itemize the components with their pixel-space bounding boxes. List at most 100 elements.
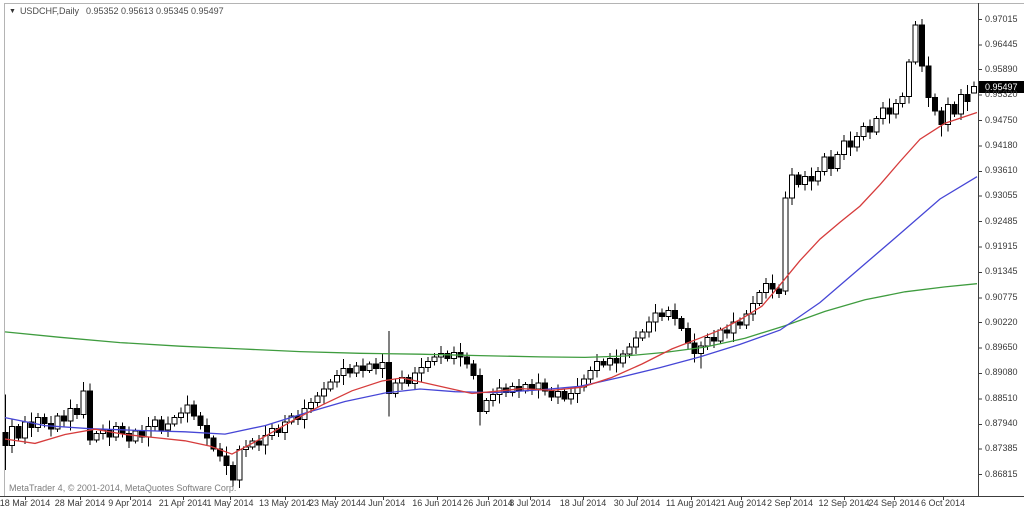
candle-body <box>652 312 659 323</box>
candle-body <box>210 437 217 450</box>
time-axis-label: 4 Jun 2014 <box>360 498 406 508</box>
candle-body <box>80 390 87 415</box>
price-axis-label: 0.91345 <box>985 266 1018 277</box>
time-axis-label: 2 Sep 2014 <box>766 498 814 508</box>
candle-body <box>321 388 327 397</box>
candle-body <box>795 174 802 186</box>
time-axis-label: 6 Oct 2014 <box>920 498 966 508</box>
candle-body <box>28 421 35 428</box>
candle-body <box>821 156 828 172</box>
candle-body <box>386 361 392 394</box>
time-axis-label: 12 Sep 2014 <box>818 498 870 508</box>
price-axis-label: 0.94750 <box>985 114 1018 125</box>
candle-body <box>600 360 607 366</box>
candle-body <box>834 153 841 170</box>
candle-body <box>587 369 594 380</box>
price-axis-label: 0.93610 <box>985 165 1018 176</box>
candle-body <box>912 24 919 63</box>
time-axis-label: 9 Apr 2014 <box>108 498 152 508</box>
candle-body <box>938 110 945 125</box>
candle-body <box>35 417 41 428</box>
candle-body <box>594 360 600 371</box>
candle-body <box>74 408 80 415</box>
time-axis-label: 18 Jul 2014 <box>559 498 607 508</box>
candle-body <box>113 425 119 438</box>
candle-body <box>529 384 535 390</box>
candle-body <box>373 363 379 370</box>
ma-line-MA-mid-blue <box>4 176 978 435</box>
candle-body <box>412 372 418 385</box>
current-price-tag: 0.95497 <box>979 80 1024 93</box>
chart-collapse-icon[interactable]: ▼ <box>9 8 16 15</box>
candle-body <box>444 352 451 360</box>
candle-body <box>236 449 243 481</box>
candle-body <box>87 390 93 441</box>
candle-body <box>171 417 178 425</box>
candle-body <box>334 375 340 383</box>
candle-body <box>873 118 880 133</box>
candle-body <box>607 358 613 366</box>
candle-body <box>392 382 399 394</box>
candle-body <box>425 360 431 369</box>
candle-body <box>639 331 646 339</box>
candle-body <box>347 368 353 374</box>
price-axis-label: 0.96445 <box>985 38 1018 49</box>
candle-body <box>256 440 262 446</box>
time-axis-label: 21 Aug 2014 <box>715 498 767 508</box>
candle-body <box>737 321 743 326</box>
copyright-label: MetaTrader 4, © 2001-2014, MetaQuotes So… <box>9 483 237 493</box>
candle-body <box>893 103 899 115</box>
candle-body <box>152 419 158 427</box>
candle-body <box>230 465 236 481</box>
candle-body <box>743 313 750 326</box>
candle-body <box>470 363 477 377</box>
candle-body <box>685 327 691 344</box>
candle-body <box>659 312 665 317</box>
candle-body <box>899 95 906 105</box>
price-axis-label: 0.97015 <box>985 13 1018 24</box>
time-axis-label: 21 Apr 2014 <box>158 498 208 508</box>
candle-body <box>815 170 821 182</box>
candle-body <box>717 329 724 342</box>
price-axis-label: 0.95320 <box>985 89 1018 100</box>
candle-body <box>561 391 568 400</box>
candle-body <box>867 126 873 133</box>
candle-body <box>93 433 100 441</box>
time-axis-label: 1 May 2014 <box>206 498 254 508</box>
candle-body <box>197 415 204 427</box>
price-axis-label: 0.90220 <box>985 316 1018 327</box>
candle-body <box>802 176 808 186</box>
chart-header: ▼ USDCHF,Daily 0.95352 0.95613 0.95345 0.9… <box>9 6 224 16</box>
time-axis-label: 28 Mar 2014 <box>54 498 106 508</box>
price-axis-label: 0.94180 <box>985 139 1018 150</box>
candle-body <box>646 321 652 333</box>
candle-body <box>763 283 769 294</box>
candle-body <box>41 417 48 424</box>
candle-body <box>568 392 574 400</box>
candle-body <box>165 423 171 431</box>
candle-body <box>366 363 373 371</box>
candle-body <box>672 310 678 320</box>
candle-body <box>548 390 555 398</box>
candle-body <box>9 425 15 447</box>
candle-body <box>730 321 737 334</box>
price-axis-label: 0.88510 <box>985 392 1018 403</box>
candle-body <box>906 61 912 97</box>
candle-body <box>964 94 971 103</box>
candle-body <box>431 356 438 362</box>
candle-body <box>158 419 165 431</box>
candle-body <box>951 103 958 115</box>
candle-body <box>308 401 314 410</box>
candle-body <box>841 140 847 155</box>
candle-body <box>191 404 197 417</box>
candle-body <box>54 415 61 430</box>
candle-body <box>854 136 860 148</box>
candle-body <box>204 425 210 439</box>
candle-body <box>535 382 542 390</box>
candle-body <box>61 415 67 422</box>
candle-body <box>782 197 789 292</box>
time-axis-label: 30 Jul 2014 <box>613 498 661 508</box>
price-axis-label: 0.89080 <box>985 367 1018 378</box>
candle-body <box>379 361 386 370</box>
